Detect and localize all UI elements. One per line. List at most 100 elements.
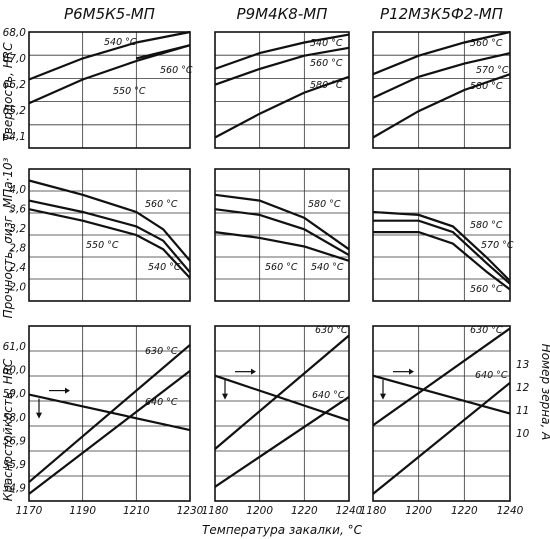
x-tick-label: 1220 <box>451 505 478 517</box>
y-tick-label: 2,0 <box>9 282 26 294</box>
series-line <box>28 370 191 495</box>
x-tick-label: 1180 <box>360 505 387 517</box>
series-line <box>28 44 191 105</box>
series-label: 560 °C <box>145 199 178 210</box>
series-line <box>372 327 511 427</box>
x-tick-label: 1170 <box>16 505 43 517</box>
series-line <box>28 199 191 274</box>
series-label: 580 °C <box>470 81 503 92</box>
y-axis-label-grain: Номер зерна, А <box>539 344 550 441</box>
x-tick-label: 1220 <box>291 505 318 517</box>
y-tick-label: 59,0 <box>3 388 27 400</box>
series-line <box>28 208 191 279</box>
series-line <box>372 73 511 139</box>
series-label: 540 °C <box>311 262 344 273</box>
x-tick-label: 1240 <box>336 505 363 517</box>
arrow-right-head <box>409 368 414 375</box>
panel-title: Р9М4К8-МП <box>237 5 328 23</box>
arrow-down-head <box>36 412 42 419</box>
series-label: 540 °C <box>310 38 343 49</box>
y-tick-label: 60,0 <box>3 365 27 377</box>
series-label: 550 °C <box>113 86 146 97</box>
y-axis-label-hardness: Твердость, HRC <box>1 42 15 142</box>
series-line <box>372 52 511 99</box>
x-tick-label: 1230 <box>177 505 204 517</box>
y-tick-label: 65,2 <box>3 105 27 117</box>
series-label: 630 °C <box>315 325 348 336</box>
series-line <box>28 344 191 483</box>
series-line <box>372 30 511 76</box>
y-tick-label: 10 <box>516 428 530 440</box>
x-tick-label: 1210 <box>123 505 150 517</box>
series-line <box>372 381 511 495</box>
x-tick-label: 1200 <box>246 505 273 517</box>
y-tick-label: 55,9 <box>3 459 27 471</box>
series-line <box>214 46 350 86</box>
x-axis-label: Температура закалки, °С <box>202 523 363 537</box>
x-tick-label: 1240 <box>497 505 524 517</box>
arrow-right-head <box>65 387 70 394</box>
series-label: 580 °C <box>308 199 341 210</box>
panel-frame <box>214 31 350 149</box>
y-tick-label: 11 <box>516 405 529 417</box>
series-label: 640 °C <box>145 397 178 408</box>
series-label: 570 °C <box>481 240 514 251</box>
series-label: 560 °C <box>310 58 343 69</box>
panel-title: Р6М5К5-МП <box>64 5 155 23</box>
y-tick-label: 67,0 <box>3 53 27 65</box>
series-label: 540 °C <box>104 37 137 48</box>
series-label: 540 °C <box>148 262 181 273</box>
series-label: 570 °C <box>476 65 509 76</box>
arrow-down-head <box>222 393 228 400</box>
series-line <box>28 30 191 81</box>
panel-frame <box>372 325 511 502</box>
x-tick-label: 1190 <box>69 505 96 517</box>
series-line <box>214 75 350 139</box>
x-tick-label: 1180 <box>202 505 229 517</box>
series-label: 580 °C <box>310 80 343 91</box>
y-tick-label: 2,8 <box>9 243 26 255</box>
series-line <box>214 395 350 488</box>
x-tick-label: 1200 <box>405 505 432 517</box>
series-label: 640 °C <box>312 390 345 401</box>
y-tick-label: 61,0 <box>3 341 27 353</box>
series-label: 580 °C <box>470 220 503 231</box>
series-line <box>136 44 191 60</box>
y-tick-label: 4,0 <box>9 184 26 196</box>
panel-frame <box>28 168 191 302</box>
y-axis-label-red-hardness: Красностойкость, HRC <box>1 358 15 501</box>
y-tick-label: 58,0 <box>3 412 27 424</box>
panel-frame <box>214 325 350 502</box>
y-tick-label: 13 <box>516 359 529 371</box>
series-label: 630 °C <box>145 346 178 357</box>
series-line <box>373 231 511 291</box>
arrow-right-head <box>251 368 256 375</box>
panel-frame <box>372 31 511 149</box>
y-tick-label: 3,6 <box>9 204 26 216</box>
y-tick-label: 64,1 <box>3 131 26 143</box>
y-tick-label: 12 <box>516 382 530 394</box>
series-label: 560 °C <box>470 284 503 295</box>
series-line <box>214 334 350 450</box>
series-label: 640 °C <box>475 370 508 381</box>
series-label: 630 °C <box>470 325 503 336</box>
series-label: 560 °C <box>160 65 193 76</box>
series-label: 560 °C <box>470 38 503 49</box>
series-line <box>214 193 350 251</box>
series-label: 550 °C <box>86 240 119 251</box>
series-line <box>28 179 191 262</box>
y-tick-label: 54,9 <box>3 483 27 495</box>
panel-frame <box>214 168 350 302</box>
panel-frame <box>372 168 511 302</box>
y-tick-label: 2,4 <box>9 262 26 274</box>
series-label: 560 °C <box>265 262 298 273</box>
series-line <box>214 231 350 262</box>
y-tick-label: 3,2 <box>9 223 26 235</box>
series-line <box>214 374 350 422</box>
y-axis-label-strength: Прочность, σизг ,МПа·10³ <box>1 157 15 318</box>
panel-title: Р12М3К5Ф2-МП <box>380 5 503 23</box>
series-line <box>372 374 511 415</box>
series-line <box>373 219 511 285</box>
y-tick-label: 66,2 <box>3 79 27 91</box>
